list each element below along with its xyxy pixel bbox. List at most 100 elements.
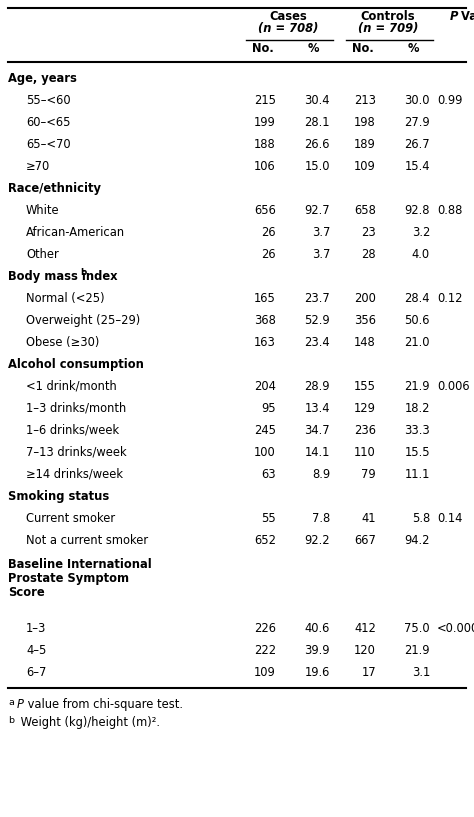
Text: 27.9: 27.9 bbox=[404, 115, 430, 128]
Text: 19.6: 19.6 bbox=[305, 666, 330, 678]
Text: Prostate Symptom: Prostate Symptom bbox=[8, 572, 129, 585]
Text: 213: 213 bbox=[354, 93, 376, 106]
Text: P: P bbox=[17, 698, 24, 711]
Text: 189: 189 bbox=[354, 137, 376, 150]
Text: 28: 28 bbox=[361, 248, 376, 261]
Text: P: P bbox=[450, 10, 458, 23]
Text: Race/ethnicity: Race/ethnicity bbox=[8, 181, 101, 194]
Text: 39.9: 39.9 bbox=[304, 644, 330, 657]
Text: 92.7: 92.7 bbox=[304, 203, 330, 217]
Text: 79: 79 bbox=[361, 467, 376, 480]
Text: b: b bbox=[80, 267, 86, 276]
Text: Body mass index: Body mass index bbox=[8, 270, 118, 283]
Text: Weight (kg)/height (m)².: Weight (kg)/height (m)². bbox=[17, 716, 160, 729]
Text: 94.2: 94.2 bbox=[404, 534, 430, 547]
Text: 23.4: 23.4 bbox=[304, 336, 330, 349]
Text: Alcohol consumption: Alcohol consumption bbox=[8, 358, 144, 370]
Text: 28.1: 28.1 bbox=[304, 115, 330, 128]
Text: 163: 163 bbox=[254, 336, 276, 349]
Text: 15.5: 15.5 bbox=[404, 445, 430, 458]
Text: 109: 109 bbox=[354, 159, 376, 172]
Text: 63: 63 bbox=[261, 467, 276, 480]
Text: (n = 708): (n = 708) bbox=[258, 22, 318, 35]
Text: 165: 165 bbox=[254, 292, 276, 305]
Text: 368: 368 bbox=[254, 314, 276, 327]
Text: 34.7: 34.7 bbox=[304, 423, 330, 436]
Text: 100: 100 bbox=[254, 445, 276, 458]
Text: 52.9: 52.9 bbox=[304, 314, 330, 327]
Text: 199: 199 bbox=[254, 115, 276, 128]
Text: No.: No. bbox=[352, 42, 374, 55]
Text: 95: 95 bbox=[261, 401, 276, 414]
Text: 0.14: 0.14 bbox=[437, 511, 462, 525]
Text: Smoking status: Smoking status bbox=[8, 489, 109, 502]
Text: 226: 226 bbox=[254, 622, 276, 635]
Text: 18.2: 18.2 bbox=[404, 401, 430, 414]
Text: 0.99: 0.99 bbox=[437, 93, 462, 106]
Text: Age, years: Age, years bbox=[8, 72, 77, 84]
Text: Controls: Controls bbox=[361, 10, 415, 23]
Text: Obese (≥30): Obese (≥30) bbox=[26, 336, 100, 349]
Text: 236: 236 bbox=[354, 423, 376, 436]
Text: 21.9: 21.9 bbox=[404, 644, 430, 657]
Text: 7.8: 7.8 bbox=[312, 511, 330, 525]
Text: a: a bbox=[8, 698, 14, 707]
Text: 30.0: 30.0 bbox=[404, 93, 430, 106]
Text: %: % bbox=[307, 42, 319, 55]
Text: 65–<70: 65–<70 bbox=[26, 137, 71, 150]
Text: 204: 204 bbox=[254, 380, 276, 392]
Text: 200: 200 bbox=[354, 292, 376, 305]
Text: 0.12: 0.12 bbox=[437, 292, 463, 305]
Text: 222: 222 bbox=[254, 644, 276, 657]
Text: 17: 17 bbox=[361, 666, 376, 678]
Text: 23: 23 bbox=[361, 225, 376, 239]
Text: White: White bbox=[26, 203, 60, 217]
Text: 55–<60: 55–<60 bbox=[26, 93, 71, 106]
Text: Normal (<25): Normal (<25) bbox=[26, 292, 105, 305]
Text: 198: 198 bbox=[354, 115, 376, 128]
Text: 188: 188 bbox=[254, 137, 276, 150]
Text: 129: 129 bbox=[354, 401, 376, 414]
Text: 7–13 drinks/week: 7–13 drinks/week bbox=[26, 445, 127, 458]
Text: Not a current smoker: Not a current smoker bbox=[26, 534, 148, 547]
Text: 75.0: 75.0 bbox=[404, 622, 430, 635]
Text: %: % bbox=[407, 42, 419, 55]
Text: 21.9: 21.9 bbox=[404, 380, 430, 392]
Text: <0.0001: <0.0001 bbox=[437, 622, 474, 635]
Text: 656: 656 bbox=[254, 203, 276, 217]
Text: 0.88: 0.88 bbox=[437, 203, 462, 217]
Text: 4–5: 4–5 bbox=[26, 644, 46, 657]
Text: 3.1: 3.1 bbox=[412, 666, 430, 678]
Text: 120: 120 bbox=[354, 644, 376, 657]
Text: Overweight (25–29): Overweight (25–29) bbox=[26, 314, 140, 327]
Text: 14.1: 14.1 bbox=[305, 445, 330, 458]
Text: 55: 55 bbox=[261, 511, 276, 525]
Text: 50.6: 50.6 bbox=[404, 314, 430, 327]
Text: 1–6 drinks/week: 1–6 drinks/week bbox=[26, 423, 119, 436]
Text: 109: 109 bbox=[254, 666, 276, 678]
Text: 26: 26 bbox=[261, 248, 276, 261]
Text: 26: 26 bbox=[261, 225, 276, 239]
Text: 5.8: 5.8 bbox=[412, 511, 430, 525]
Text: 41: 41 bbox=[362, 511, 376, 525]
Text: ≥70: ≥70 bbox=[26, 159, 50, 172]
Text: Score: Score bbox=[8, 586, 45, 599]
Text: 92.2: 92.2 bbox=[304, 534, 330, 547]
Text: 3.7: 3.7 bbox=[311, 248, 330, 261]
Text: 0.006: 0.006 bbox=[437, 380, 470, 392]
Text: 23.7: 23.7 bbox=[304, 292, 330, 305]
Text: b: b bbox=[8, 716, 14, 725]
Text: 28.9: 28.9 bbox=[304, 380, 330, 392]
Text: 412: 412 bbox=[354, 622, 376, 635]
Text: 21.0: 21.0 bbox=[404, 336, 430, 349]
Text: 8.9: 8.9 bbox=[312, 467, 330, 480]
Text: 28.4: 28.4 bbox=[404, 292, 430, 305]
Text: No.: No. bbox=[252, 42, 274, 55]
Text: Other: Other bbox=[26, 248, 59, 261]
Text: 26.6: 26.6 bbox=[304, 137, 330, 150]
Text: <1 drink/month: <1 drink/month bbox=[26, 380, 117, 392]
Text: Current smoker: Current smoker bbox=[26, 511, 115, 525]
Text: Value: Value bbox=[457, 10, 474, 23]
Text: (n = 709): (n = 709) bbox=[358, 22, 418, 35]
Text: 3.7: 3.7 bbox=[311, 225, 330, 239]
